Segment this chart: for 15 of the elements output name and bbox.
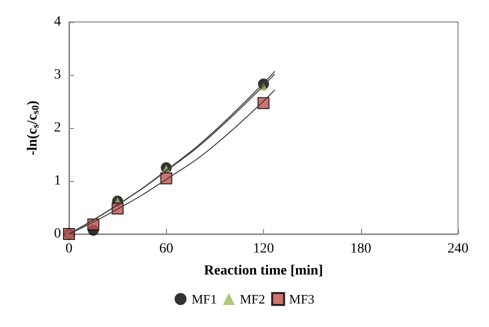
x-axis-title: Reaction time [min] (204, 264, 323, 278)
x-tick-label: 60 (159, 242, 174, 256)
y-tick-label: 1 (54, 174, 61, 188)
y-axis-title: -ln(cs/cs0) (26, 100, 42, 156)
y-tick-label: 2 (54, 120, 61, 136)
x-tick-label: 120 (253, 242, 274, 256)
y-tick-label: 3 (54, 68, 61, 82)
y-tick-label: 0 (54, 226, 61, 242)
legend-label: MF3 (289, 292, 314, 306)
x-tick-label: 180 (350, 242, 372, 256)
x-tick-label: 240 (448, 242, 468, 256)
legend-label: MF1 (192, 292, 217, 306)
legend-label: MF2 (240, 292, 266, 306)
y-tick-label: 4 (54, 14, 61, 30)
x-tick-label: 0 (66, 242, 72, 256)
